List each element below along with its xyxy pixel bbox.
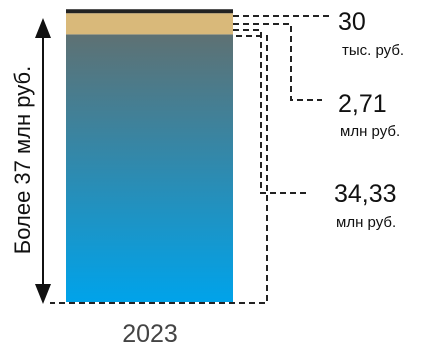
label-main-unit: млн руб.: [336, 214, 396, 231]
leader-line-main-right: [50, 35, 268, 304]
total-height-arrow: [35, 18, 51, 304]
bar-segment-main: [66, 34, 233, 303]
leader-line-middle: [233, 23, 322, 101]
bar-segment-top: [66, 9, 233, 14]
label-middle-unit: млн руб.: [340, 123, 400, 140]
category-label: 2023: [122, 320, 178, 348]
leader-line-main: [233, 29, 310, 194]
label-middle-value: 2,71: [338, 90, 387, 118]
label-main-value: 34,33: [334, 180, 397, 208]
label-top-unit: тыс. руб.: [342, 42, 404, 59]
total-label: Более 37 млн руб.: [10, 66, 35, 254]
bar-segment-middle: [66, 13, 233, 35]
label-top-value: 30: [338, 8, 366, 36]
